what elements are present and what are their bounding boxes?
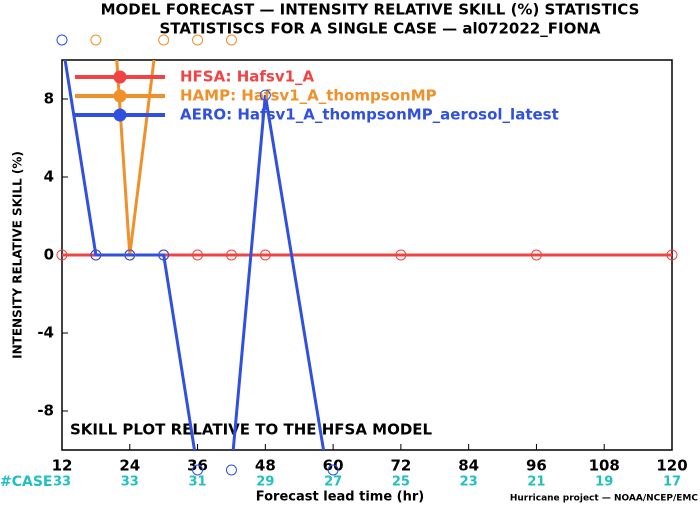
legend-label: HAMP: Hafsv1_A_thompsonMP — [180, 87, 437, 105]
x-tick-label: 108 — [589, 457, 620, 475]
x-tick-label: 24 — [119, 457, 140, 475]
legend-marker — [113, 89, 127, 103]
case-count: 33 — [53, 475, 71, 490]
x-axis-label: Forecast lead time (hr) — [256, 490, 424, 505]
series-marker — [192, 249, 204, 261]
x-tick-label: 120 — [656, 457, 687, 475]
x-tick-label: 84 — [458, 457, 479, 475]
footer: Hurricane project — NOAA/NCEP/EMC — [510, 494, 699, 504]
series-marker — [666, 249, 678, 261]
x-tick-label: 12 — [52, 457, 73, 475]
y-axis-label: INTENSITY RELATIVE SKILL (%) — [11, 151, 25, 359]
series-marker — [327, 464, 339, 476]
series-marker — [530, 249, 542, 261]
x-tick-label: 96 — [526, 457, 547, 475]
legend-label: HFSA: Hafsv1_A — [180, 68, 315, 86]
case-count: 33 — [121, 475, 139, 490]
series-marker — [56, 34, 68, 46]
series-marker — [225, 464, 237, 476]
series-marker — [158, 249, 170, 261]
y-tick-label: 0 — [44, 246, 54, 264]
series-marker — [56, 249, 68, 261]
plot-area — [62, 60, 672, 450]
series-marker — [90, 34, 102, 46]
series-marker — [90, 249, 102, 261]
legend-label: AERO: Hafsv1_A_thompsonMP_aerosol_latest — [180, 106, 559, 124]
series-marker — [259, 89, 271, 101]
case-count: 31 — [189, 475, 207, 490]
series-marker — [192, 464, 204, 476]
series-marker — [259, 249, 271, 261]
case-count: 21 — [527, 475, 545, 490]
chart-subtitle: STATISTISCS FOR A SINGLE CASE — al072022… — [160, 20, 601, 38]
y-tick-label: 4 — [44, 168, 54, 186]
case-count: 29 — [256, 475, 274, 490]
series-line — [115, 60, 156, 256]
series-marker — [124, 249, 136, 261]
case-count: 17 — [663, 475, 681, 490]
x-tick-label: 48 — [255, 457, 276, 475]
case-count: 27 — [324, 475, 342, 490]
case-count: 23 — [460, 475, 478, 490]
y-tick-label: -4 — [37, 324, 54, 342]
case-count: 19 — [595, 475, 613, 490]
legend-marker — [113, 108, 127, 122]
case-label: #CASE — [0, 474, 53, 490]
series-marker — [395, 249, 407, 261]
case-count: 25 — [392, 475, 410, 490]
annotation: SKILL PLOT RELATIVE TO THE HFSA MODEL — [70, 421, 433, 439]
y-tick-label: 8 — [44, 90, 54, 108]
series-marker — [225, 249, 237, 261]
series-marker — [158, 34, 170, 46]
series-marker — [225, 34, 237, 46]
series-marker — [192, 34, 204, 46]
chart-title: MODEL FORECAST — INTENSITY RELATIVE SKIL… — [101, 1, 640, 19]
series-line — [63, 60, 326, 450]
x-tick-label: 72 — [390, 457, 411, 475]
y-tick-label: -8 — [37, 402, 54, 420]
legend-marker — [113, 70, 127, 84]
